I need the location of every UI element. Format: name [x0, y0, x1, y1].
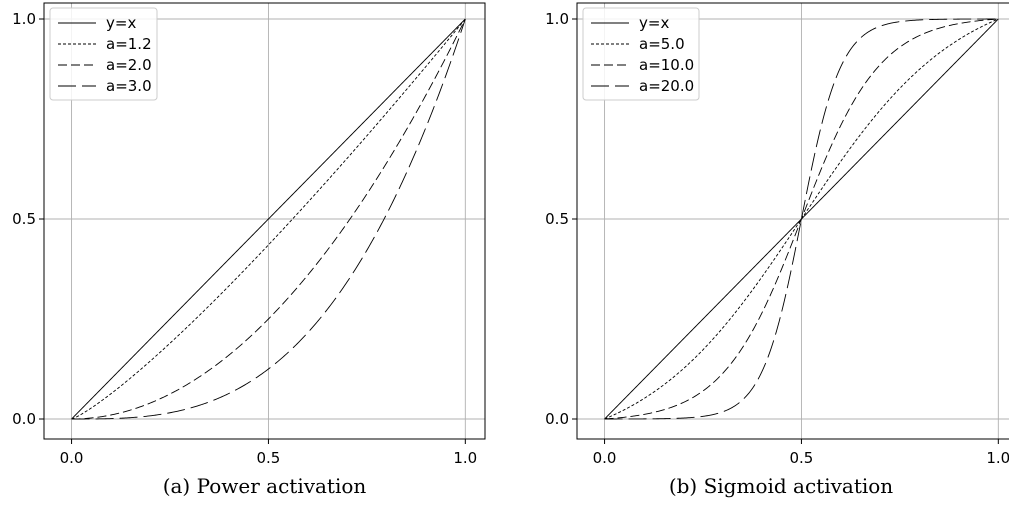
x-tick-label: 0.0 — [593, 449, 617, 467]
x-tick-label: 1.0 — [453, 449, 477, 467]
y-tick-label: 1.0 — [12, 10, 36, 28]
plot-frame — [43, 2, 486, 440]
legend-label: a=1.2 — [106, 35, 152, 53]
y-tick-label: 1.0 — [545, 10, 569, 28]
legend-label: a=10.0 — [639, 56, 694, 74]
legend-label: a=20.0 — [639, 77, 694, 95]
y-tick-label: 0.5 — [12, 210, 36, 228]
figure-caption: (a) Power activation — [163, 474, 367, 498]
chart-panel-b: 0.0 0.5 1.0 0.0 0.5 1.0 y=x a=5.0 a=10.0 a=20.0 (b… — [545, 2, 1009, 498]
chart-panel-a: 0.0 0.5 1.0 0.0 0.5 1.0 y=x a=1.2 a=2.0 a=3.0 (a) … — [12, 2, 486, 498]
y-tick-label: 0.5 — [545, 210, 569, 228]
y-tick-label: 0.0 — [12, 410, 36, 428]
series-line-y-x — [71, 18, 466, 420]
x-tick-label: 0.0 — [60, 449, 84, 467]
legend-box — [582, 7, 700, 101]
plot-frame — [576, 2, 1009, 440]
series-line-a-3-0 — [71, 18, 466, 420]
series-line-a-1-2 — [71, 18, 466, 420]
x-tick-label: 0.5 — [257, 449, 281, 467]
series-line-a-2-0 — [71, 18, 466, 420]
x-tick-label: 1.0 — [986, 449, 1009, 467]
y-tick-label: 0.0 — [545, 410, 569, 428]
series-group — [604, 18, 999, 420]
legend-label: a=2.0 — [106, 56, 152, 74]
series-group — [71, 18, 466, 420]
series-line-a-10-0 — [604, 18, 999, 420]
legend-label: y=x — [106, 14, 136, 32]
legend-label: a=3.0 — [106, 77, 152, 95]
legend-label: y=x — [639, 14, 669, 32]
x-tick-label: 0.5 — [790, 449, 814, 467]
series-line-a-20-0 — [604, 18, 999, 420]
legend-box — [49, 7, 158, 101]
legend-label: a=5.0 — [639, 35, 685, 53]
figure-caption: (b) Sigmoid activation — [669, 474, 893, 498]
